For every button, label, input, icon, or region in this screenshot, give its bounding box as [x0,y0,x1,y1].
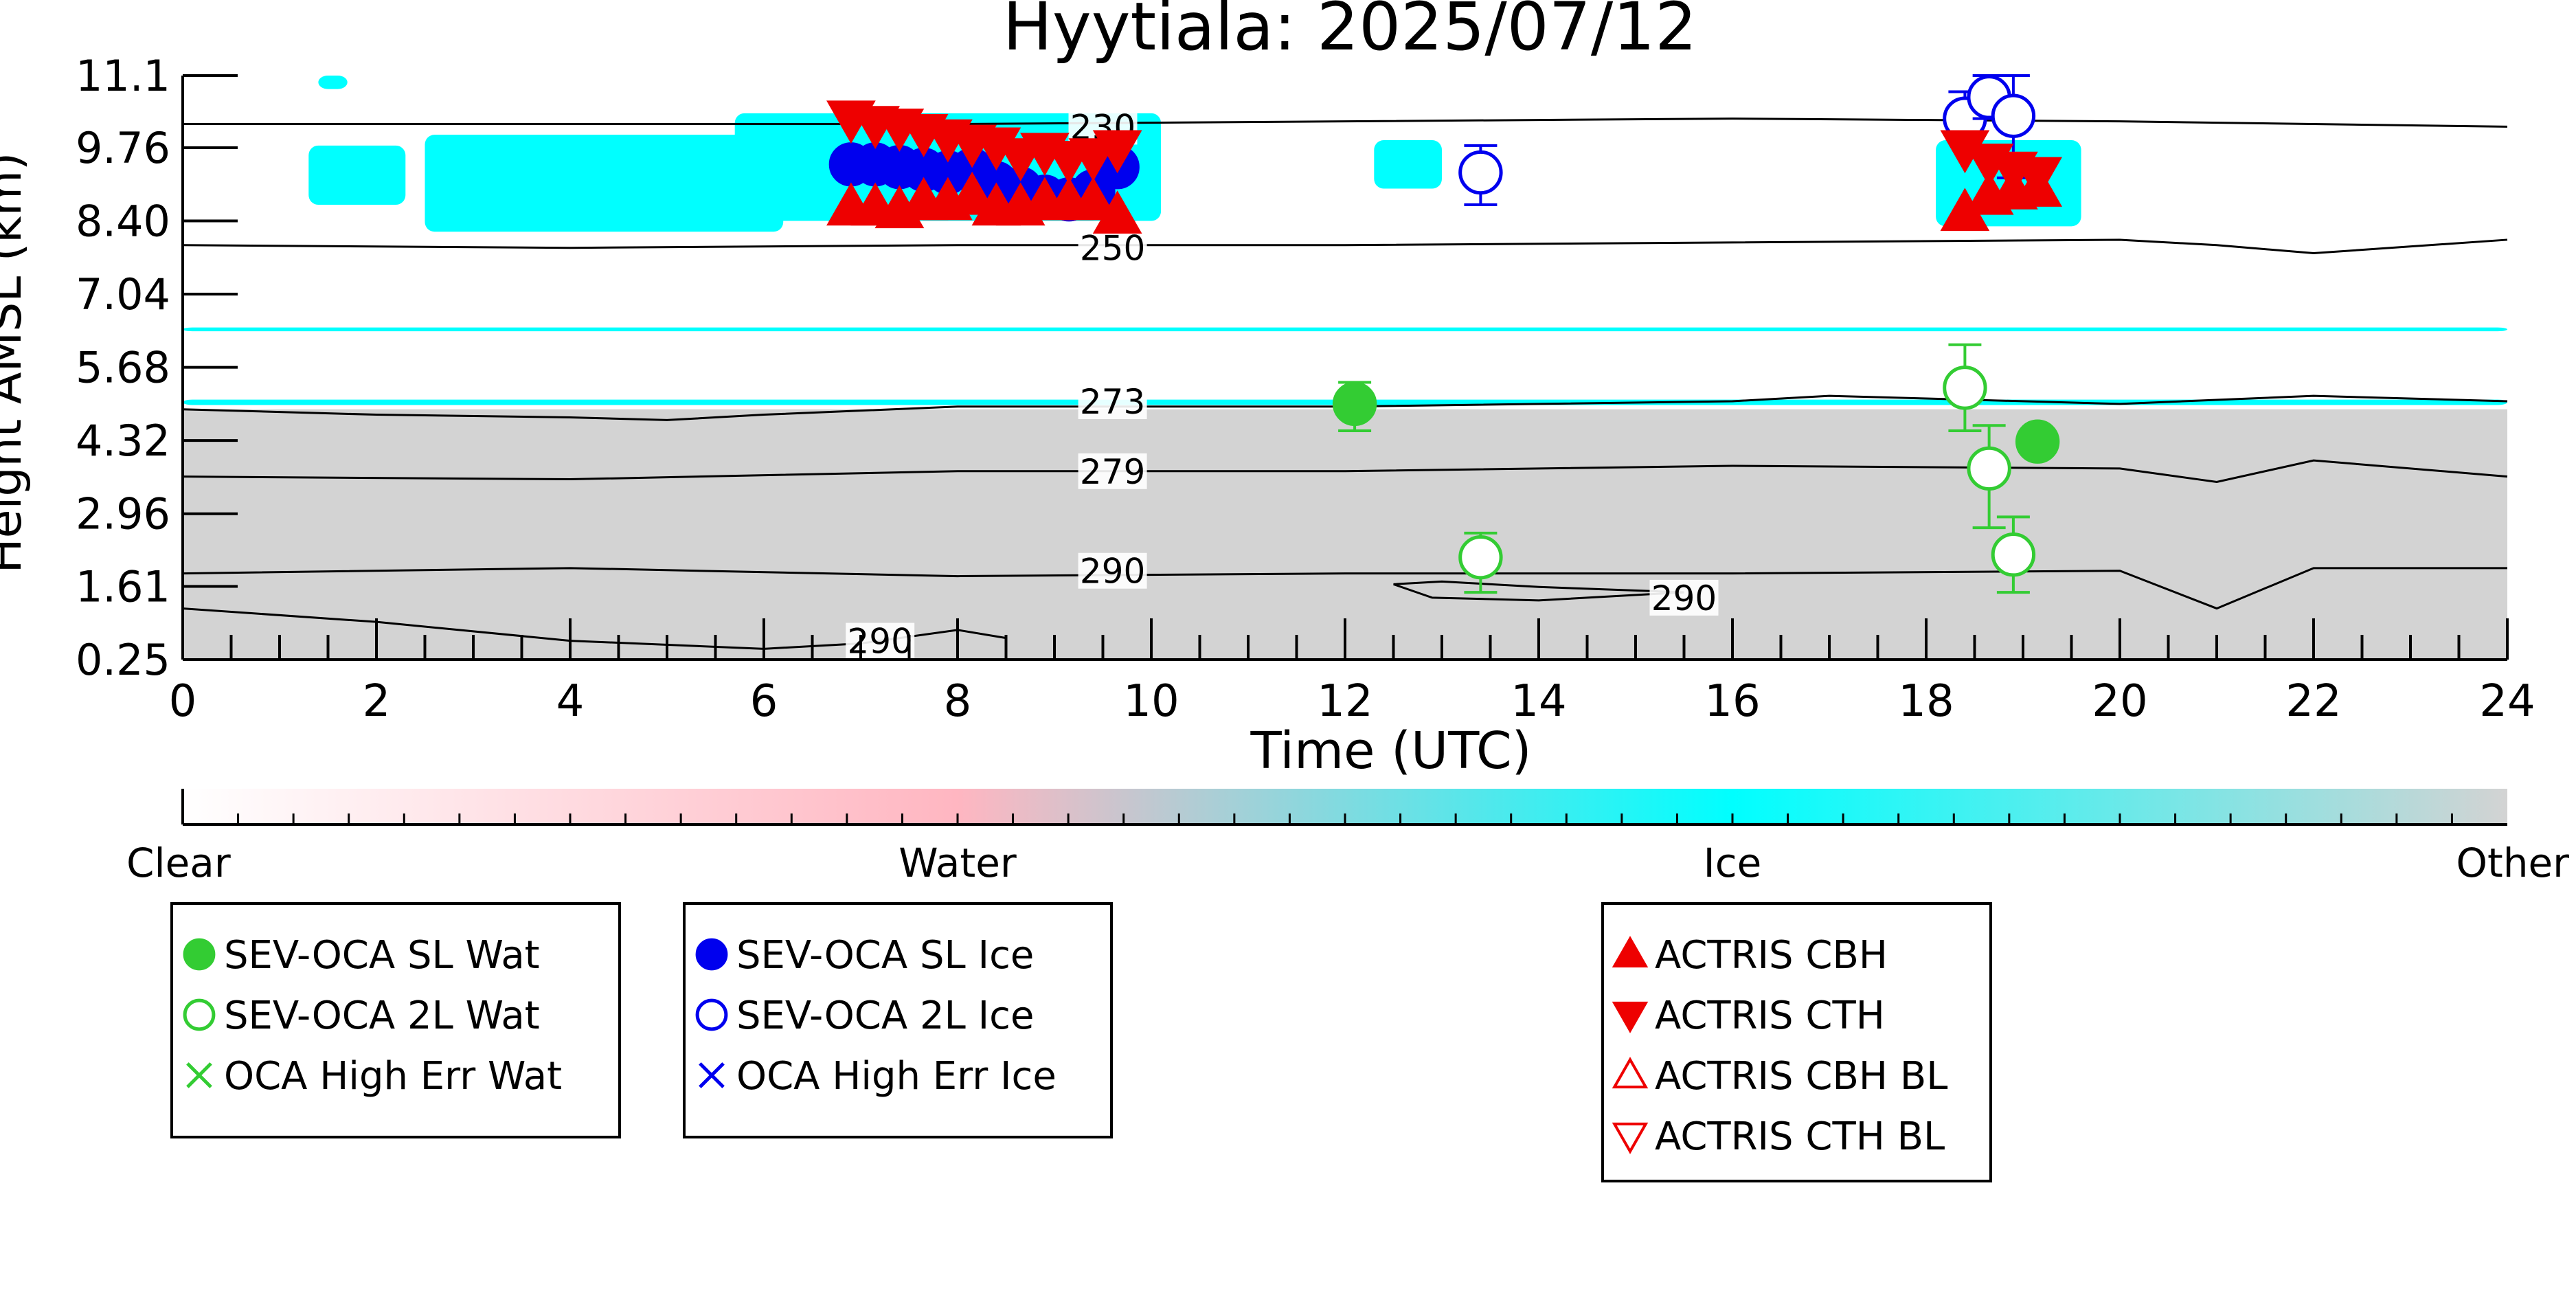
colorbar-label: Clear [126,840,231,886]
x-tick-label: 2 [363,676,391,727]
legend-frame [683,902,1113,1138]
legend-label: ACTRIS CTH BL [1655,1114,1945,1159]
legend-label: SEV-OCA 2L Wat [224,993,540,1038]
colorbar-label: Other [2456,840,2569,886]
ice-region [1374,140,1442,189]
x-tick-label: 6 [750,676,778,727]
legend-label: ACTRIS CTH [1655,993,1885,1038]
x-tick-label: 16 [1704,676,1760,727]
legend-label: SEV-OCA 2L Ice [736,993,1034,1038]
marker-point [1612,1057,1649,1089]
marker-point [695,998,728,1031]
legend-box: ACTRIS CBH ACTRIS CTH ACTRIS CBH BL ACTRIS … [1601,902,1992,1182]
y-tick-label: 5.68 [76,343,170,393]
marker-point [186,1062,212,1088]
marker-point [183,938,216,971]
y-tick-label: 11.1 [76,51,170,101]
isotherm-line [182,459,2508,483]
isotherm-label-bg [1649,579,1719,616]
x-tick-label: 4 [556,676,585,727]
legend-label: ACTRIS CBH [1655,933,1888,978]
marker-point [699,1062,725,1088]
isotherm-line [182,238,2508,255]
isotherm-label-bg [846,622,915,659]
isotherm-label: 290 [847,622,912,662]
isotherm-label: 279 [1080,452,1145,492]
marker-point [1458,535,1503,580]
ice-region [318,76,348,89]
y-tick-label: 4.32 [76,416,170,466]
legend-box: SEV-OCA SL Wat SEV-OCA 2L Wat OCA High Err… [170,902,621,1138]
marker-point [1612,936,1649,968]
x-tick-label: 12 [1317,676,1372,727]
ice-region [308,145,406,205]
other-region [183,409,2507,660]
legend-label: OCA High Err Ice [736,1054,1057,1099]
marker-stroke [699,1062,725,1088]
marker-point [1612,1122,1649,1154]
x-tick-label: 14 [1511,676,1566,727]
legend-label: SEV-OCA SL Ice [736,933,1034,978]
isotherm-label: 250 [1080,229,1145,269]
x-tick-label: 22 [2285,676,2341,727]
marker-point [947,171,997,215]
marker-point [1332,381,1377,427]
marker-point [1943,366,1987,410]
marker-point [1068,177,1118,221]
x-tick-label: 8 [944,676,972,727]
y-tick-label: 9.76 [76,123,170,173]
x-tick-label: 10 [1123,676,1179,727]
isotherm-line [183,117,2508,128]
legend-label: SEV-OCA SL Wat [224,933,540,978]
isotherm-label-bg [1078,453,1147,489]
marker-point [1092,190,1142,234]
x-tick-label: 20 [2092,676,2147,727]
ice-region [425,135,784,232]
y-tick-label: 2.96 [76,489,170,539]
marker-point [1991,532,2036,577]
marker-point [1612,1001,1649,1033]
x-tick-label: 18 [1898,676,1954,727]
isotherm-label-bg [1078,229,1147,266]
marker-point [183,998,216,1031]
isotherm-label-bg [1078,552,1147,589]
chart-title: Hyytiala: 2025/07/12 [1003,0,1697,65]
colorbar-label: Water [899,840,1017,886]
marker-point [695,938,728,971]
marker-point [1458,150,1503,195]
legend-box: SEV-OCA SL Ice SEV-OCA 2L Ice OCA High Err… [683,902,1113,1138]
legend-frame [170,902,621,1138]
isotherm-label: 273 [1080,382,1145,422]
y-tick-label: 0.25 [76,635,170,685]
legend-label: ACTRIS CBH BL [1655,1054,1947,1099]
isotherm-line [182,567,2507,610]
marker-point [2015,419,2060,464]
y-axis-label: Height AMSL (km) [0,153,32,574]
x-tick-label: 0 [169,676,197,727]
legend-frame [1601,902,1992,1182]
colorbar-label: Ice [1704,840,1762,886]
ice-region [183,327,2507,332]
marker-point [1991,93,2036,138]
y-tick-label: 8.40 [76,197,170,247]
isotherm-label-bg [1078,383,1147,419]
colorbar: Clear Water Ice Other [126,789,2569,886]
y-tick-label: 1.61 [76,561,170,611]
legend: SEV-OCA SL Wat SEV-OCA 2L Wat OCA High Err… [170,902,1992,1182]
marker-point [1967,446,2011,491]
isotherm-label: 290 [1651,579,1717,618]
y-tick-label: 7.04 [76,269,170,319]
x-axis-label: Time (UTC) [1250,721,1531,781]
marker-point [2013,157,2062,201]
isotherm-label: 290 [1080,552,1145,592]
legend-label: OCA High Err Wat [224,1054,562,1099]
data-markers [826,74,2062,594]
marker-stroke [186,1062,212,1088]
cloud-class-field [183,76,2507,660]
x-tick-label: 24 [2479,676,2535,727]
marker-point [1092,130,1142,174]
